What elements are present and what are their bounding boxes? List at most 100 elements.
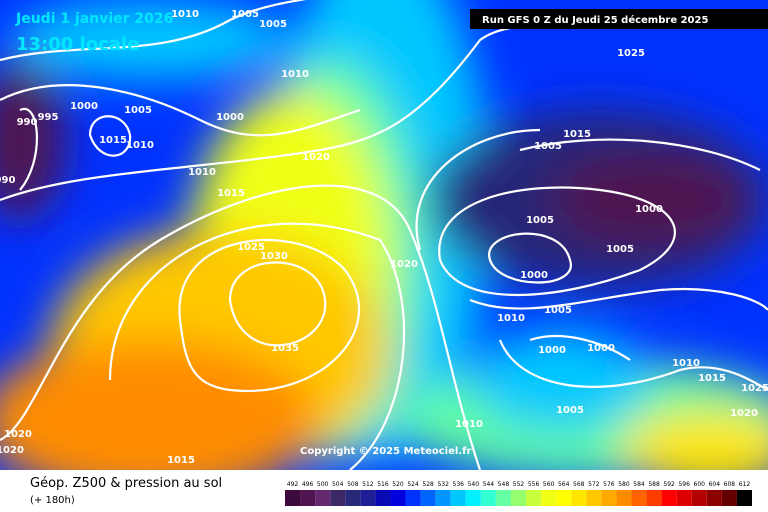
legend-tick-label: 540	[468, 481, 480, 488]
footer-subtitle: (+ 180h)	[30, 495, 75, 506]
legend-swatch	[480, 490, 496, 506]
legend-swatch	[495, 490, 511, 506]
legend-swatch	[420, 490, 436, 506]
isobar-label: 1005	[556, 405, 584, 416]
legend-swatch	[646, 490, 662, 506]
legend-tick-label: 496	[302, 481, 314, 488]
legend-tick-label: 524	[407, 481, 419, 488]
forecast-date: Jeudi 1 janvier 2026	[15, 11, 173, 27]
legend-swatch	[285, 490, 301, 506]
legend-tick-label: 564	[558, 481, 570, 488]
isobar-label: 1015	[217, 188, 245, 199]
isobar-label: 990	[0, 175, 15, 186]
map-field	[0, 0, 768, 470]
legend-tick-label: 608	[724, 481, 736, 488]
legend-tick-label: 520	[392, 481, 404, 488]
isobar-label: 1005	[231, 9, 259, 20]
isobar-label: 1015	[167, 455, 195, 466]
legend-swatch	[616, 490, 632, 506]
legend-tick-label: 504	[332, 481, 344, 488]
legend-swatch	[465, 490, 481, 506]
legend-swatch	[315, 490, 331, 506]
legend-tick-label: 552	[513, 481, 525, 488]
isobar-label: 1010	[455, 419, 483, 430]
legend-swatch	[390, 490, 406, 506]
isobar-label: 995	[38, 112, 59, 123]
isobar-label: 1020	[730, 408, 758, 419]
legend-tick-label: 508	[347, 481, 359, 488]
isobar-label: 1015	[698, 373, 726, 384]
legend-swatch	[450, 490, 466, 506]
isobar-label: 1035	[271, 343, 299, 354]
isobar-label: 1020	[390, 259, 418, 270]
isobar-label: 1010	[188, 167, 216, 178]
legend-swatch	[375, 490, 391, 506]
forecast-time: 13:00 locale	[16, 34, 139, 55]
legend-swatch	[721, 490, 737, 506]
legend-tick-label: 576	[603, 481, 615, 488]
isobar-label: 1005	[544, 305, 572, 316]
legend-swatch	[661, 490, 677, 506]
isobar-label: 1025	[237, 242, 265, 253]
legend-swatch	[601, 490, 617, 506]
legend-swatch	[691, 490, 707, 506]
isobar-label: 1000	[520, 270, 548, 281]
isobar-label: 1015	[563, 129, 591, 140]
run-box	[470, 9, 768, 29]
isobar-label: 1010	[126, 140, 154, 151]
isobar-label: 1015	[99, 135, 127, 146]
isobar-label: 1000	[587, 343, 615, 354]
legend-swatch	[405, 490, 421, 506]
isobar-label: 1020	[302, 152, 330, 163]
legend-swatch	[360, 490, 376, 506]
isobar-label: 1025	[617, 48, 645, 59]
legend-tick-label: 572	[588, 481, 600, 488]
isobar-label: 1005	[124, 105, 152, 116]
isobar-label: 1020	[0, 445, 24, 456]
copyright: Copyright © 2025 Meteociel.fr	[300, 446, 471, 457]
legend-swatch	[676, 490, 692, 506]
legend-swatch	[510, 490, 527, 506]
isobar-label: 1025	[741, 383, 768, 394]
legend-swatch	[736, 490, 752, 506]
legend-tick-label: 492	[287, 481, 299, 488]
legend-tick-label: 612	[739, 481, 751, 488]
isobar-label: 1005	[606, 244, 634, 255]
legend-swatch	[571, 490, 587, 506]
isobar-label: 1000	[216, 112, 244, 123]
isobar-label: 1000	[635, 204, 663, 215]
legend-tick-label: 584	[633, 481, 645, 488]
isobar-label: 1005	[259, 19, 287, 30]
legend-tick-label: 560	[543, 481, 555, 488]
legend-swatch	[631, 490, 647, 506]
run-info: Run GFS 0 Z du Jeudi 25 décembre 2025	[482, 14, 708, 26]
legend-tick-label: 536	[453, 481, 465, 488]
isobar-label: 1000	[538, 345, 566, 356]
legend-swatch	[526, 490, 542, 506]
legend-tick-label: 592	[663, 481, 675, 488]
legend-tick-label: 588	[648, 481, 660, 488]
legend-tick-label: 568	[573, 481, 585, 488]
legend-tick-label: 600	[694, 481, 706, 488]
legend: 492 496 500 504 508 512 516 520 524 528 532 536 540 5…	[285, 481, 752, 506]
legend-tick-label: 544	[483, 481, 495, 488]
legend-swatch	[586, 490, 602, 506]
legend-swatch	[706, 490, 722, 506]
isobar-label: 1010	[672, 358, 700, 369]
footer-title: Géop. Z500 & pression au sol	[30, 476, 222, 491]
isobar-label: 1030	[260, 251, 288, 262]
isobar-label: 1010	[497, 313, 525, 324]
legend-tick-label: 548	[498, 481, 510, 488]
legend-swatch	[300, 490, 316, 506]
legend-tick-label: 596	[678, 481, 690, 488]
legend-swatch	[345, 490, 361, 506]
legend-tick-label: 516	[377, 481, 389, 488]
legend-swatch	[330, 490, 346, 506]
legend-tick-label: 500	[317, 481, 329, 488]
isobar-label: 1005	[526, 215, 554, 226]
legend-tick-label: 604	[709, 481, 721, 488]
isobar-label: 1010	[171, 9, 199, 20]
legend-swatch	[541, 490, 557, 506]
